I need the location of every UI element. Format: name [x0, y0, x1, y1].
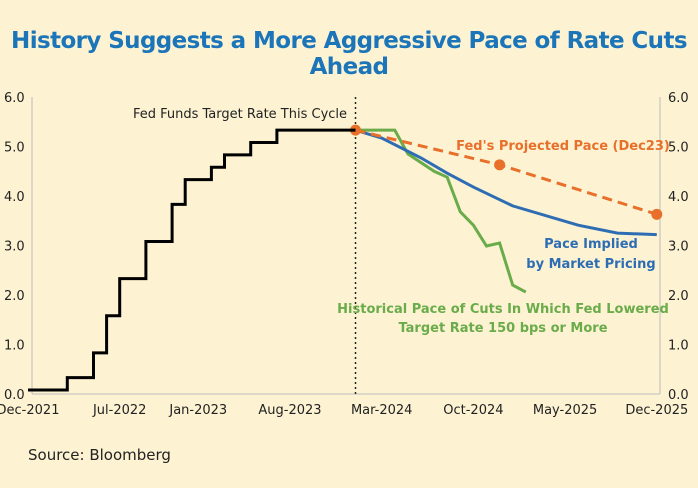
projected-marker: [651, 208, 663, 220]
annotation-fed-funds: Fed Funds Target Rate This Cycle: [133, 107, 347, 122]
x-tick-label: Oct-2024: [443, 403, 503, 418]
y-tick-label-left: 2.0: [4, 289, 25, 304]
series-line-fed-funds: [28, 128, 356, 392]
x-tick-label: May-2025: [533, 403, 597, 418]
y-tick-label-right: 1.0: [668, 339, 689, 354]
series-line-market: [355, 128, 657, 237]
annotation-historical-1: Historical Pace of Cuts In Which Fed Low…: [337, 302, 669, 317]
y-tick-label-right: 4.0: [668, 190, 689, 205]
annotation-market-2: by Market Pricing: [526, 257, 655, 272]
y-tick-label-left: 4.0: [4, 190, 25, 205]
series-line-historical: [355, 128, 527, 294]
y-tick-label-right: 5.0: [668, 141, 689, 156]
y-tick-label-right: 6.0: [668, 91, 689, 106]
y-tick-label-right: 2.0: [668, 289, 689, 304]
y-tick-label-left: 6.0: [4, 91, 25, 106]
y-tick-label-left: 3.0: [4, 240, 25, 255]
x-tick-label: Dec-2021: [0, 403, 59, 418]
source-note: Source: Bloomberg: [28, 446, 171, 464]
y-tick-label-left: 0.0: [4, 388, 25, 403]
annotation-projected: Fed's Projected Pace (Dec23): [456, 139, 670, 154]
projected-marker: [494, 159, 506, 171]
annotation-market-1: Pace Implied: [544, 237, 638, 252]
x-tick-label: Aug-2023: [258, 403, 321, 418]
y-tick-label-right: 3.0: [668, 240, 689, 255]
x-tick-label: Jul-2022: [92, 403, 146, 418]
x-tick-label: Dec-2025: [625, 403, 688, 418]
annotation-historical-2: Target Rate 150 bps or More: [398, 321, 607, 336]
chart-title: History Suggests a More Aggressive Pace …: [11, 28, 688, 80]
y-tick-label-left: 5.0: [4, 141, 25, 156]
y-tick-label-left: 1.0: [4, 339, 25, 354]
x-tick-label: Mar-2024: [351, 403, 412, 418]
y-tick-label-right: 0.0: [668, 388, 689, 403]
x-tick-label: Jan-2023: [168, 403, 227, 418]
